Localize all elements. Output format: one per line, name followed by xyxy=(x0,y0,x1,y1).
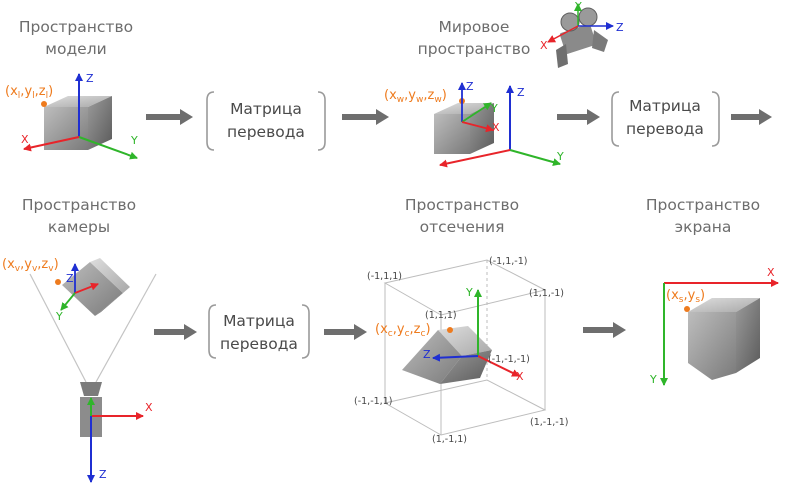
clip-axes xyxy=(432,289,520,377)
screen-space-cube xyxy=(688,298,760,380)
camera-z-label: Z xyxy=(99,468,107,481)
matrix-label-6: перевода xyxy=(220,335,298,353)
pipeline-arrow xyxy=(324,324,367,340)
model-space-title-2: модели xyxy=(45,40,106,58)
world-local-x-label: X xyxy=(492,121,500,134)
camera-axes xyxy=(87,397,144,483)
clip-space-title-1: Пространство xyxy=(405,196,519,214)
transform-matrix-1: Матрица перевода xyxy=(206,91,326,151)
world-local-z-label: Z xyxy=(466,80,474,93)
screen-space-title-1: Пространство xyxy=(646,196,760,214)
world-space-cube xyxy=(434,103,494,154)
screen-space-title-2: экрана xyxy=(675,218,732,236)
pipeline-arrow xyxy=(154,324,197,340)
clip-corner-label: (-1,1,-1) xyxy=(489,256,527,267)
clip-z-label: Z xyxy=(423,348,431,361)
clip-origin-point xyxy=(447,327,453,333)
world-global-axes xyxy=(439,85,561,168)
model-y-label: Y xyxy=(130,134,138,147)
camera-coordinates: (xv,yv,zv) xyxy=(2,257,59,274)
world-local-axes xyxy=(458,82,494,133)
model-origin-point xyxy=(41,101,47,107)
clip-corner-label: (1,1,-1) xyxy=(529,288,564,299)
camera-space-cube xyxy=(62,258,130,316)
screen-axes xyxy=(660,279,779,386)
clip-volume-box xyxy=(383,259,547,436)
matrix-label-1: Матрица xyxy=(230,100,302,118)
world-y-label: Y xyxy=(556,150,564,163)
clip-corner-label: (1,1,1) xyxy=(425,310,457,321)
matrix-label-2: перевода xyxy=(227,123,305,141)
pipeline-arrow xyxy=(583,322,626,338)
world-coordinates: (xw,yw,zw) xyxy=(384,88,447,105)
matrix-label-3: Матрица xyxy=(629,97,701,115)
camera-x-label: X xyxy=(145,401,153,414)
clip-corner-label: (1,-1,-1) xyxy=(530,417,568,428)
clip-corner-label: (-1,-1,-1) xyxy=(488,354,530,365)
screen-coordinates: (xs,ys) xyxy=(666,288,705,305)
clip-space-title-2: отсечения xyxy=(420,218,505,236)
camera-icon-x-label: X xyxy=(540,39,548,52)
clip-corner-label: (-1,-1,1) xyxy=(354,396,392,407)
clip-y-label: Y xyxy=(465,286,473,299)
model-space-cube xyxy=(44,96,112,150)
camera-icon-z-label: Z xyxy=(616,21,624,34)
screen-x-label: X xyxy=(767,266,775,279)
pipeline-arrow xyxy=(342,109,389,125)
world-z-label: Z xyxy=(517,86,525,99)
world-local-y-label: Y xyxy=(490,102,498,115)
camera-space-title-2: камеры xyxy=(48,218,110,236)
transform-matrix-3: Матрица перевода xyxy=(208,304,310,359)
pipeline-arrow xyxy=(731,109,772,125)
screen-origin-point xyxy=(684,306,690,312)
pipeline-arrow xyxy=(146,109,193,125)
world-space-title-1: Мировое xyxy=(439,18,510,36)
transform-matrix-2: Матрица перевода xyxy=(611,91,720,147)
clip-x-label: X xyxy=(516,370,524,383)
clip-coordinates: (xc,yc,zc) xyxy=(375,322,431,339)
model-axes xyxy=(23,73,138,160)
matrix-label-4: перевода xyxy=(626,120,704,138)
camera-object-y-label: Y xyxy=(55,310,63,323)
model-z-label: Z xyxy=(86,72,94,85)
screen-y-label: Y xyxy=(649,373,657,386)
model-coordinates: (xl,yl,zl) xyxy=(5,84,53,101)
world-space-title-2: пространство xyxy=(418,40,531,58)
matrix-label-5: Матрица xyxy=(223,312,295,330)
camera-object-axes xyxy=(60,263,99,311)
camera-object-z-label: Z xyxy=(66,272,74,285)
camera-origin-point xyxy=(55,279,61,285)
clip-corner-label: (1,-1,1) xyxy=(432,434,467,445)
camera-icon xyxy=(547,3,614,68)
pipeline-arrow xyxy=(557,109,600,125)
model-space-title-1: Пространство xyxy=(19,18,133,36)
camera-icon-y-label: Y xyxy=(574,0,582,13)
camera-space-title-1: Пространство xyxy=(22,196,136,214)
clip-corner-label: (-1,1,1) xyxy=(367,271,402,282)
model-x-label: X xyxy=(21,133,29,146)
